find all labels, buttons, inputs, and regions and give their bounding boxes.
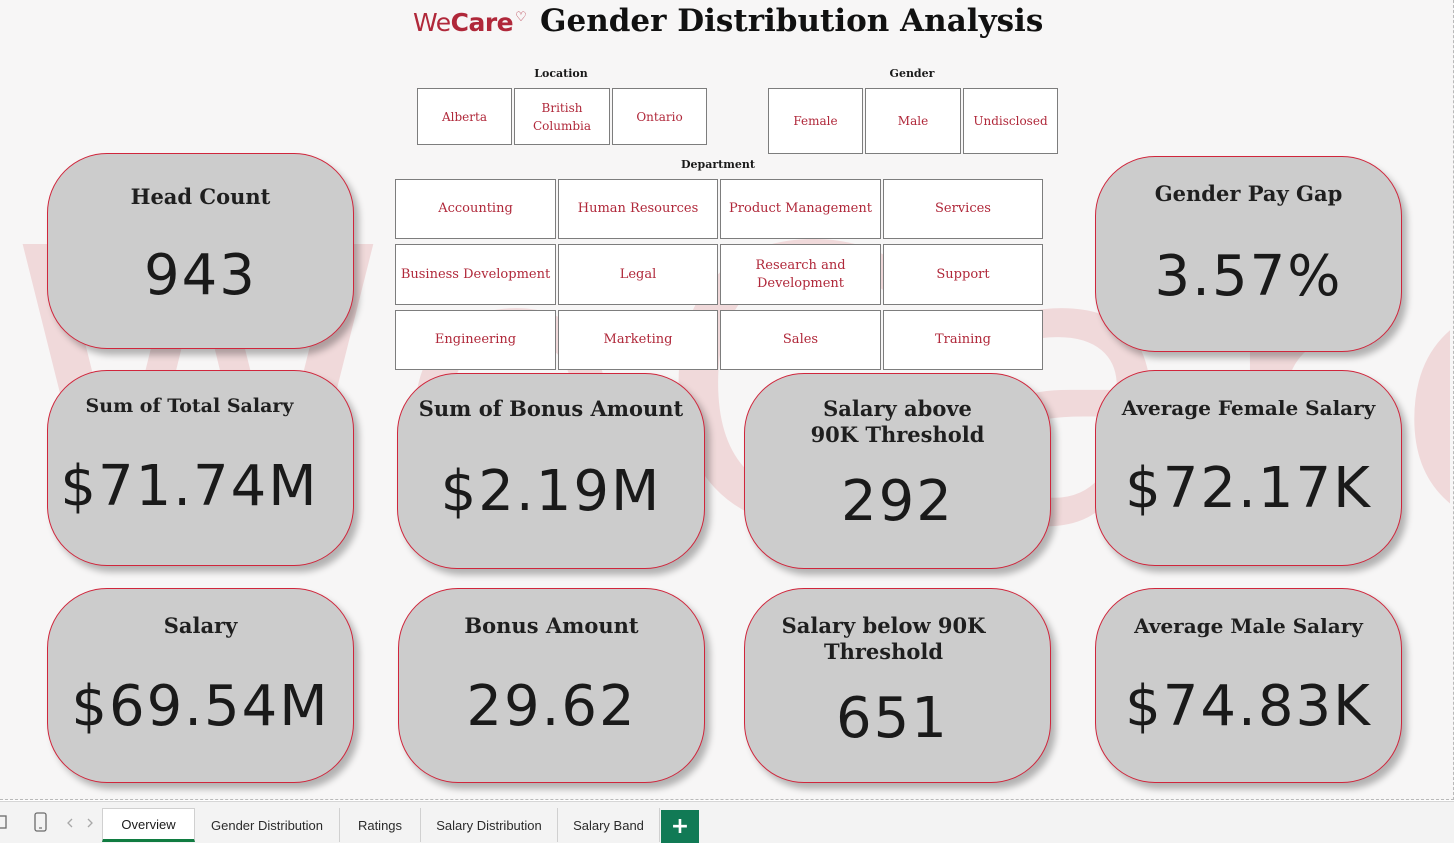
department-accounting-button[interactable]: Accounting <box>395 179 556 239</box>
scroll-right-icon[interactable] <box>86 818 94 828</box>
department-product-management-button[interactable]: Product Management <box>720 179 881 239</box>
gender-female-button[interactable]: Female <box>768 88 863 154</box>
department-engineering-button[interactable]: Engineering <box>395 310 556 370</box>
sheet-tab-bar: Overview Gender Distribution Ratings Sal… <box>0 801 1454 843</box>
average-female-salary-value: $72.17K <box>1125 456 1372 521</box>
gender-male-button[interactable]: Male <box>865 88 961 154</box>
tab-ratings[interactable]: Ratings <box>340 808 421 842</box>
sum-total-salary-title: Sum of Total Salary <box>85 395 294 417</box>
gender-slicer-label: Gender <box>889 67 935 80</box>
salary-below-90k-card: Salary below 90K Threshold 651 <box>744 588 1051 783</box>
sum-bonus-value: $2.19M <box>440 459 662 524</box>
salary-below-90k-title: Salary below 90K Threshold <box>781 613 986 664</box>
gender-pay-gap-title: Gender Pay Gap <box>1154 181 1343 206</box>
department-services-button[interactable]: Services <box>883 179 1043 239</box>
department-slicer-label: Department <box>681 158 755 171</box>
location-ontario-button[interactable]: Ontario <box>612 88 707 145</box>
average-female-salary-card: Average Female Salary $72.17K <box>1095 370 1402 566</box>
head-count-value: 943 <box>144 243 257 308</box>
salary-title: Salary <box>163 613 238 638</box>
gender-pay-gap-card: Gender Pay Gap 3.57% <box>1095 156 1402 352</box>
average-female-salary-title: Average Female Salary <box>1121 396 1376 420</box>
department-business-development-button[interactable]: Business Development <box>395 244 556 305</box>
heart-icon: ♡ <box>515 10 527 25</box>
location-british-columbia-button[interactable]: British Columbia <box>514 88 610 145</box>
sum-total-salary-value: $71.74M <box>60 454 319 519</box>
tab-overview[interactable]: Overview <box>102 808 195 842</box>
department-legal-button[interactable]: Legal <box>558 244 718 305</box>
head-count-card: Head Count 943 <box>47 153 354 349</box>
tab-salary-distribution[interactable]: Salary Distribution <box>421 808 558 842</box>
salary-below-90k-value: 651 <box>836 686 949 751</box>
average-male-salary-value: $74.83K <box>1125 674 1372 739</box>
bonus-amount-title: Bonus Amount <box>464 613 639 638</box>
tab-gender-distribution[interactable]: Gender Distribution <box>195 808 340 842</box>
bonus-amount-value: 29.62 <box>466 674 637 739</box>
average-male-salary-card: Average Male Salary $74.83K <box>1095 588 1402 783</box>
normal-view-icon[interactable] <box>0 814 8 832</box>
tab-salary-band[interactable]: Salary Band <box>558 808 660 842</box>
logo-care: Care <box>450 8 514 37</box>
average-male-salary-title: Average Male Salary <box>1134 614 1363 638</box>
page-layout-view-icon[interactable] <box>33 812 49 834</box>
wecare-logo: We Care ♡ <box>413 8 527 44</box>
sum-total-salary-card: Sum of Total Salary $71.74M <box>47 370 354 566</box>
department-research-and-development-button[interactable]: Research and Development <box>720 244 881 305</box>
salary-card: Salary $69.54M <box>47 588 354 783</box>
salary-value: $69.54M <box>71 674 330 739</box>
sum-bonus-card: Sum of Bonus Amount $2.19M <box>397 373 705 569</box>
scroll-left-icon[interactable] <box>66 818 74 828</box>
salary-above-90k-title: Salary above 90K Threshold <box>810 396 985 447</box>
salary-above-90k-card: Salary above 90K Threshold 292 <box>744 373 1051 569</box>
department-marketing-button[interactable]: Marketing <box>558 310 718 370</box>
bonus-amount-card: Bonus Amount 29.62 <box>398 588 705 783</box>
logo-we: We <box>413 8 451 37</box>
department-human-resources-button[interactable]: Human Resources <box>558 179 718 239</box>
sum-bonus-title: Sum of Bonus Amount <box>418 396 684 421</box>
department-support-button[interactable]: Support <box>883 244 1043 305</box>
gender-pay-gap-value: 3.57% <box>1154 244 1343 309</box>
department-sales-button[interactable]: Sales <box>720 310 881 370</box>
location-slicer-label: Location <box>534 67 588 80</box>
head-count-title: Head Count <box>130 184 271 209</box>
department-training-button[interactable]: Training <box>883 310 1043 370</box>
salary-above-90k-value: 292 <box>841 469 954 534</box>
add-sheet-button[interactable]: + <box>661 810 699 843</box>
gender-undisclosed-button[interactable]: Undisclosed <box>963 88 1058 154</box>
location-alberta-button[interactable]: Alberta <box>417 88 512 145</box>
page-title: Gender Distribution Analysis <box>540 3 1044 39</box>
